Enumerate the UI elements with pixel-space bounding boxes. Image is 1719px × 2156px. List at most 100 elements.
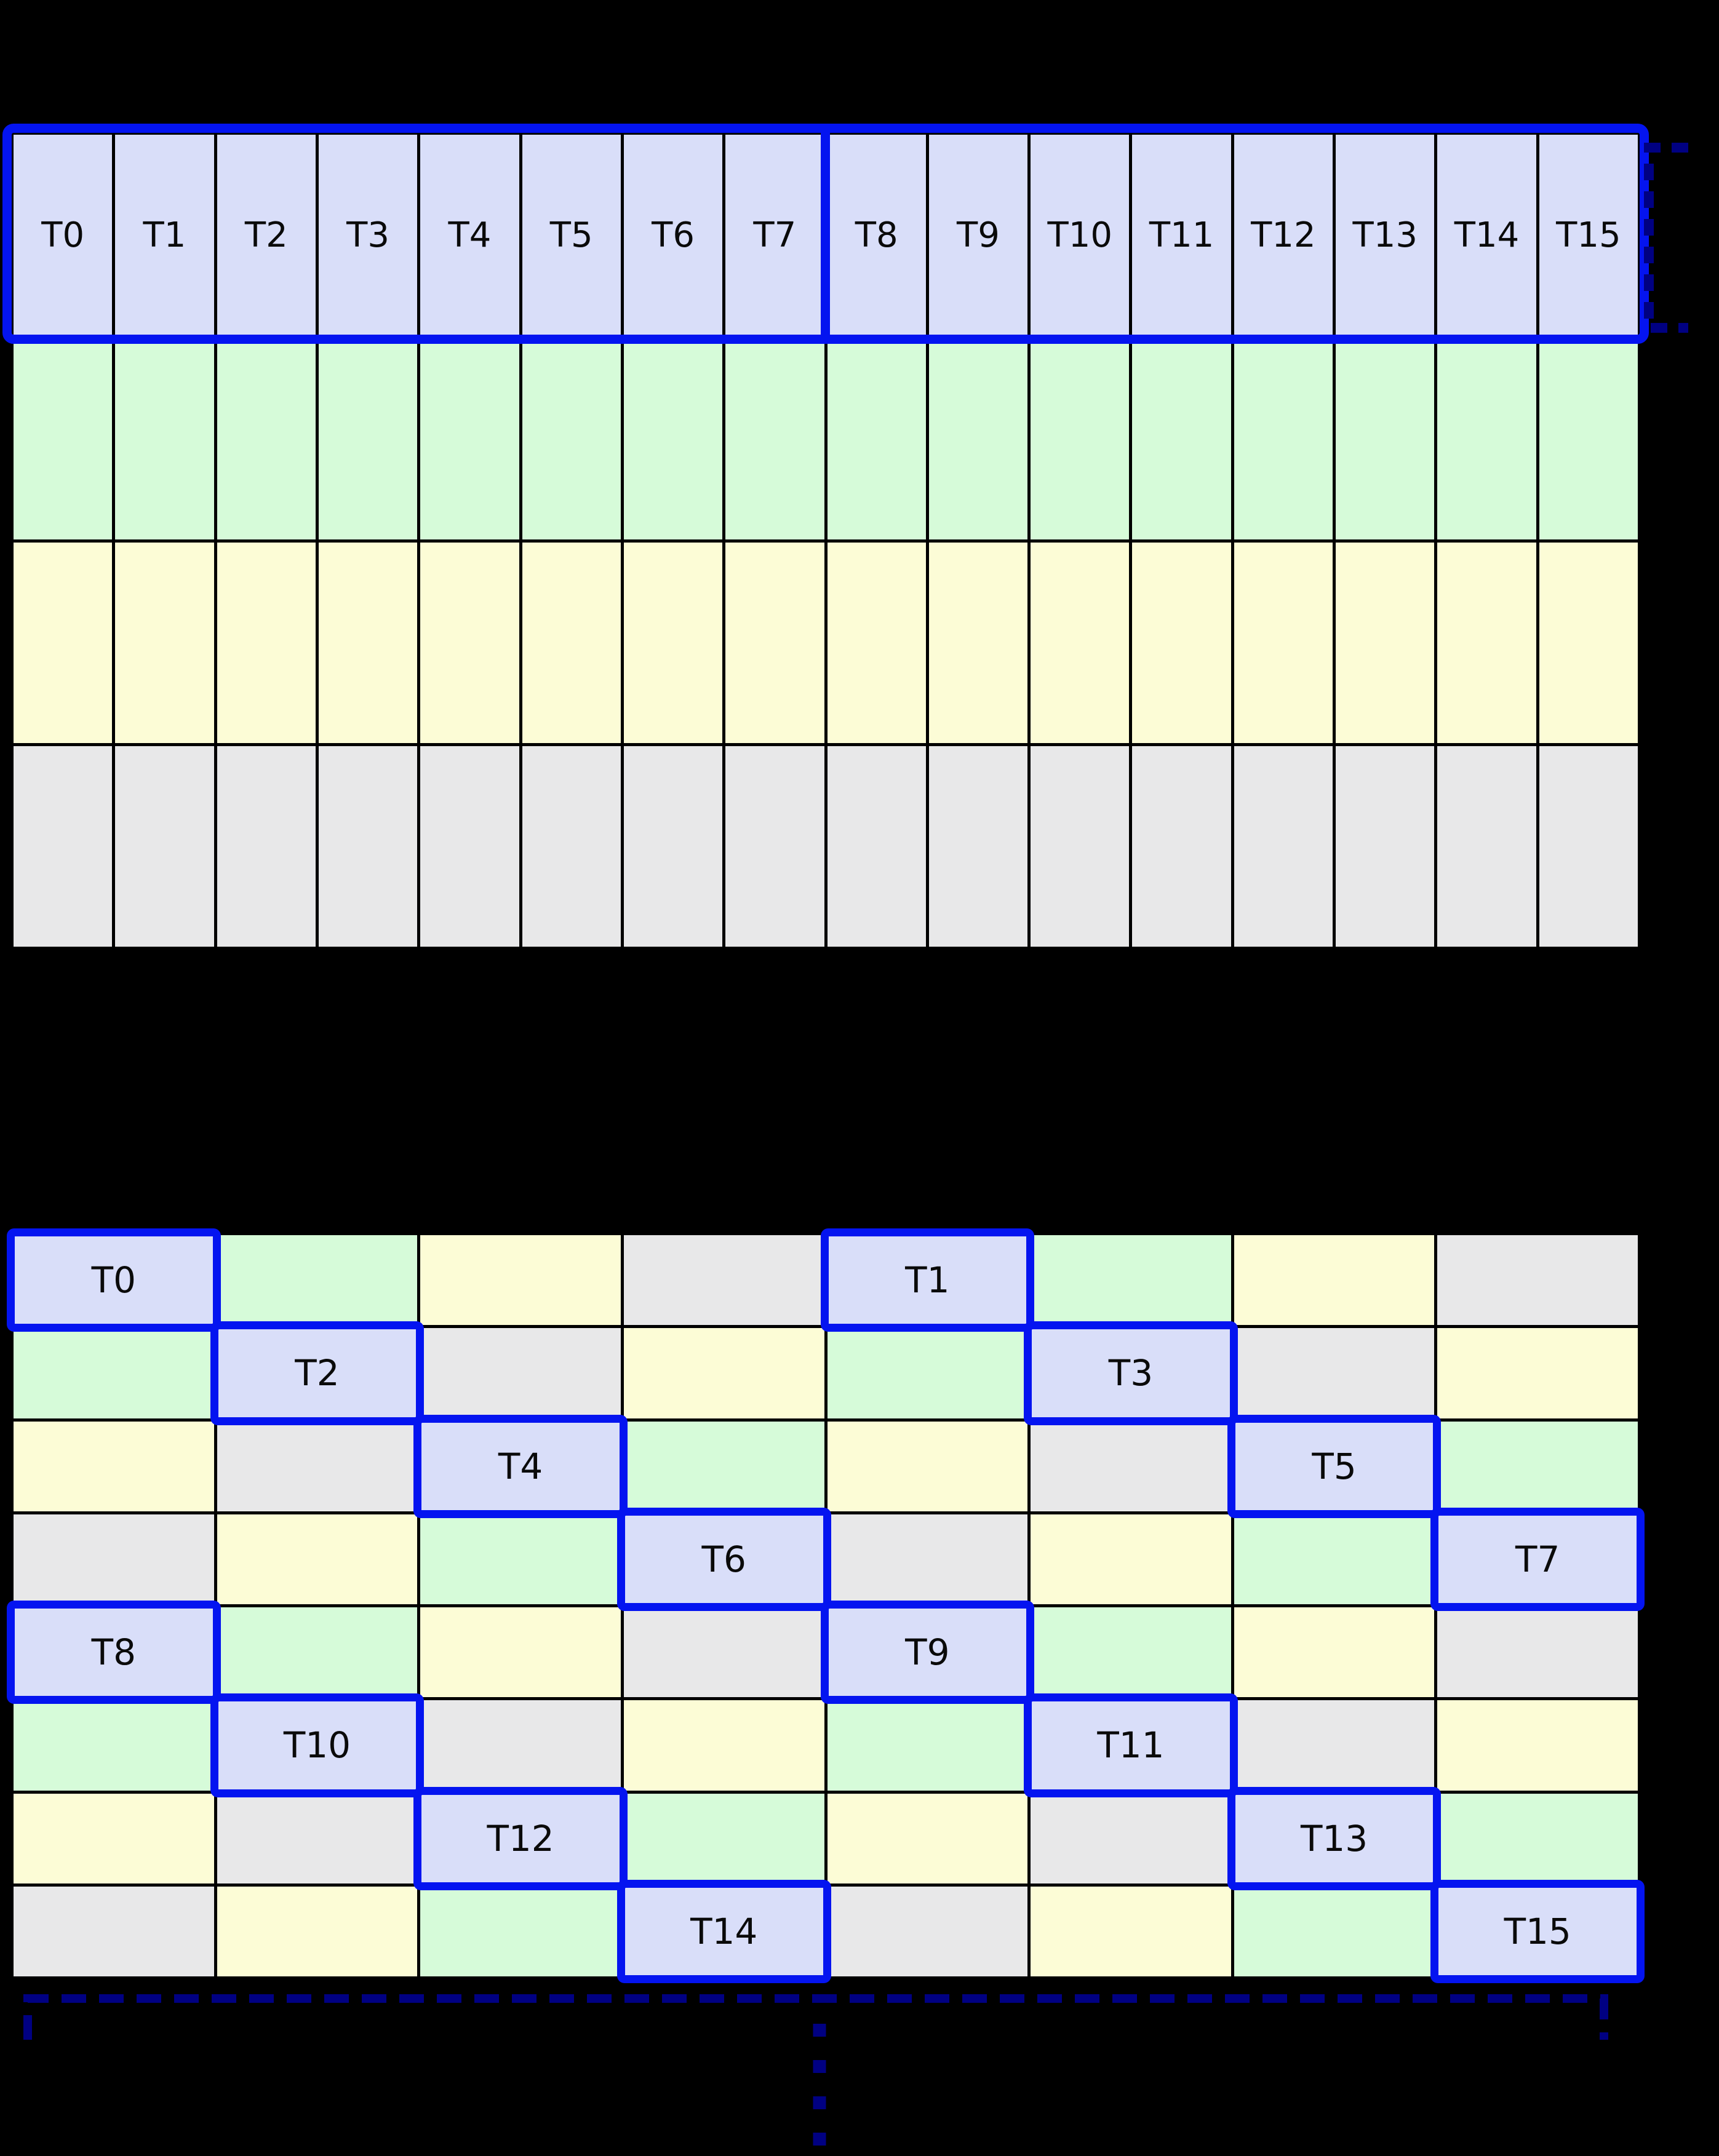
memory-cell <box>827 542 926 743</box>
memory-cell <box>1031 1886 1231 1976</box>
memory-cell <box>420 1607 621 1698</box>
memory-cell <box>1437 1328 1638 1418</box>
memory-cell <box>623 1793 824 1884</box>
thread-cell: T9 <box>928 135 1028 336</box>
thread-label: T14 <box>1454 215 1520 255</box>
memory-cell <box>115 746 214 947</box>
memory-cell <box>928 338 1028 539</box>
thread-cell: T15 <box>1539 135 1638 336</box>
thread-cell: T11 <box>1132 135 1231 336</box>
memory-cell <box>623 338 723 539</box>
warp-half-divider <box>821 127 830 341</box>
thread-cell: T13 <box>1336 135 1435 336</box>
thread-label: T11 <box>1097 1724 1165 1767</box>
memory-cell <box>1234 1328 1435 1418</box>
thread-label: T0 <box>41 215 85 255</box>
thread-label: T12 <box>1251 215 1316 255</box>
memory-cell <box>420 338 519 539</box>
memory-cell <box>522 542 621 743</box>
thread-label: T8 <box>91 1631 136 1674</box>
thread-label: T14 <box>690 1910 758 1952</box>
memory-cell <box>827 338 926 539</box>
memory-cell <box>420 542 519 743</box>
memory-cell <box>420 746 519 947</box>
thread-cell: T3 <box>318 135 418 336</box>
thread-label: T13 <box>1300 1817 1368 1860</box>
memory-cell <box>14 1328 214 1418</box>
memory-cell <box>827 1886 1028 1976</box>
memory-cell <box>725 338 824 539</box>
memory-cell <box>1336 542 1435 743</box>
memory-cell <box>1437 1793 1638 1884</box>
memory-cell <box>1031 746 1130 947</box>
memory-cell <box>14 1793 214 1884</box>
memory-cell <box>1234 1514 1435 1604</box>
memory-cell <box>827 1514 1028 1604</box>
thread-label: T0 <box>91 1259 136 1302</box>
memory-cell <box>14 542 113 743</box>
thread-label: T1 <box>905 1259 950 1302</box>
memory-cell <box>623 1328 824 1418</box>
thread-label: T12 <box>487 1817 554 1860</box>
thread-label: T6 <box>701 1538 746 1580</box>
memory-cell <box>1234 338 1333 539</box>
thread-cell: T14 <box>1437 135 1536 336</box>
memory-cell <box>1132 542 1231 743</box>
memory-cell <box>14 1700 214 1791</box>
memory-cell <box>420 1886 621 1976</box>
thread-label: T4 <box>448 215 492 255</box>
thread-cell: T0 <box>14 135 113 336</box>
thread-label: T8 <box>855 215 898 255</box>
memory-cell <box>1437 1607 1638 1698</box>
thread-cell: T2 <box>217 135 316 336</box>
thread-label: T15 <box>1556 215 1621 255</box>
memory-cell <box>623 1421 824 1511</box>
memory-cell <box>217 1886 418 1976</box>
thread-cell: T1 <box>115 135 214 336</box>
thread-label: T4 <box>498 1445 543 1487</box>
thread-label: T2 <box>295 1352 340 1394</box>
memory-cell <box>522 338 621 539</box>
memory-cell <box>217 338 316 539</box>
memory-cell <box>827 1328 1028 1418</box>
memory-cell <box>217 746 316 947</box>
thread-label: T1 <box>143 215 186 255</box>
memory-cell <box>1031 542 1130 743</box>
memory-cell <box>1234 1235 1435 1326</box>
memory-cell <box>217 1421 418 1511</box>
thread-label: T10 <box>283 1724 351 1767</box>
memory-cell <box>1031 1235 1231 1326</box>
memory-cell <box>725 542 824 743</box>
thread-cell: T12 <box>1234 135 1333 336</box>
memory-cell <box>1437 1421 1638 1511</box>
thread-cell: T6 <box>623 135 723 336</box>
memory-cell <box>1031 1514 1231 1604</box>
memory-cell <box>115 338 214 539</box>
memory-cell <box>1234 1607 1435 1698</box>
memory-cell <box>827 746 926 947</box>
memory-cell <box>1234 542 1333 743</box>
thread-label: T3 <box>346 215 390 255</box>
memory-cell <box>1234 1886 1435 1976</box>
memory-cell <box>1539 746 1638 947</box>
memory-cell <box>318 542 418 743</box>
thread-cell: T5 <box>522 135 621 336</box>
memory-cell <box>928 542 1028 743</box>
memory-cell <box>1031 338 1130 539</box>
thread-label: T10 <box>1047 215 1113 255</box>
thread-label: T2 <box>244 215 288 255</box>
thread-label: T11 <box>1149 215 1214 255</box>
memory-cell <box>420 1235 621 1326</box>
memory-cell <box>725 746 824 947</box>
memory-cell <box>623 1235 824 1326</box>
memory-cell <box>318 746 418 947</box>
memory-cell <box>14 338 113 539</box>
memory-cell <box>217 1235 418 1326</box>
thread-label: T7 <box>753 215 797 255</box>
thread-label: T15 <box>1504 1910 1571 1952</box>
memory-cell <box>1437 338 1536 539</box>
memory-cell <box>1031 1607 1231 1698</box>
memory-cell <box>522 746 621 947</box>
